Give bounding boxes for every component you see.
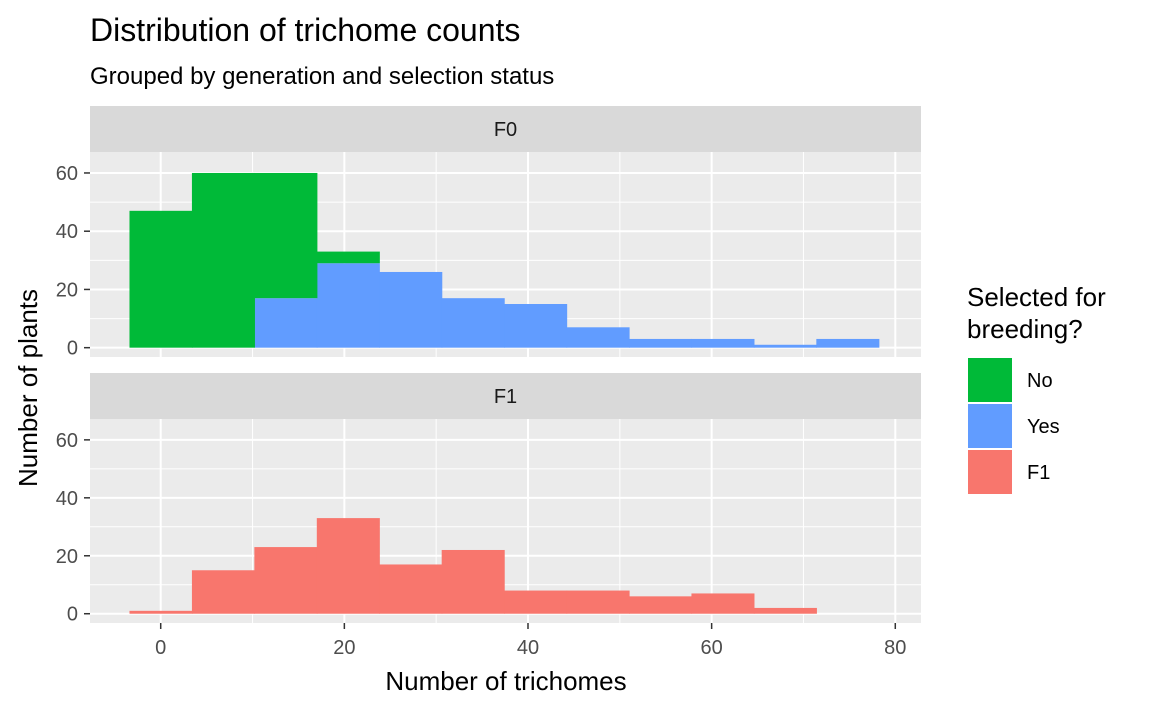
series-f1 [129, 518, 817, 614]
histogram-bar [629, 596, 693, 614]
legend-key [968, 404, 1012, 448]
panel-f1: F1 0 20 40 60 [56, 373, 921, 626]
histogram-bar [691, 338, 755, 348]
histogram-bar [191, 570, 255, 614]
histogram-bar [753, 607, 817, 614]
chart-title: Distribution of trichome counts [90, 12, 520, 48]
histogram-bar [316, 263, 380, 348]
histogram-bar [191, 172, 255, 348]
x-tick-label: 0 [155, 637, 166, 659]
y-tick-label: 60 [56, 163, 78, 185]
facet-strip-label: F1 [494, 386, 517, 408]
x-tick-label: 40 [517, 637, 539, 659]
y-tick-label: 40 [56, 221, 78, 243]
histogram-bar [316, 518, 380, 614]
histogram-bar [129, 210, 193, 348]
y-axis-title: Number of plants [13, 289, 43, 487]
panel-f0: F0 0 20 40 60 [56, 106, 921, 360]
histogram-bar [441, 549, 505, 614]
histogram-bar [504, 590, 568, 614]
legend-title: Selected for [967, 282, 1106, 312]
histogram-bar [254, 298, 318, 348]
y-tick-label: 20 [56, 279, 78, 301]
legend-key [968, 450, 1012, 494]
histogram-bar [816, 338, 880, 348]
histogram-bar [504, 304, 568, 348]
facet-strip [90, 373, 921, 419]
histogram-bar [629, 338, 693, 348]
legend-label: No [1027, 370, 1053, 392]
facet-strip-label: F0 [494, 119, 517, 141]
histogram-bar [379, 271, 443, 348]
histogram-bar [691, 593, 755, 614]
y-tick-label: 0 [67, 604, 78, 626]
facet-panels: F0 0 20 40 60 F1 0 20 40 60 [56, 106, 921, 626]
x-axis: 0 20 40 60 80 [155, 623, 906, 659]
x-tick-label: 80 [884, 637, 906, 659]
facet-strip [90, 106, 921, 152]
x-axis-title: Number of trichomes [385, 666, 626, 696]
legend-key [968, 358, 1012, 402]
y-tick-label: 20 [56, 546, 78, 568]
legend-label: Yes [1027, 416, 1060, 438]
series-yes [254, 263, 880, 348]
histogram-bar [316, 251, 380, 264]
histogram-bar [753, 344, 817, 348]
histogram-bar [441, 298, 505, 348]
series-no [129, 172, 380, 348]
histogram-bar [379, 564, 443, 614]
histogram-bar [566, 327, 630, 348]
y-tick-label: 0 [67, 338, 78, 360]
chart-subtitle: Grouped by generation and selection stat… [90, 63, 554, 90]
x-tick-label: 60 [701, 637, 723, 659]
histogram-bar [254, 547, 318, 614]
histogram-bar [129, 610, 193, 614]
histogram-bar [566, 590, 630, 614]
y-tick-label: 40 [56, 488, 78, 510]
histogram-bar [254, 172, 318, 299]
y-tick-label: 60 [56, 430, 78, 452]
legend-label: F1 [1027, 462, 1050, 484]
x-tick-label: 20 [333, 637, 355, 659]
legend-title: breeding? [967, 314, 1083, 344]
